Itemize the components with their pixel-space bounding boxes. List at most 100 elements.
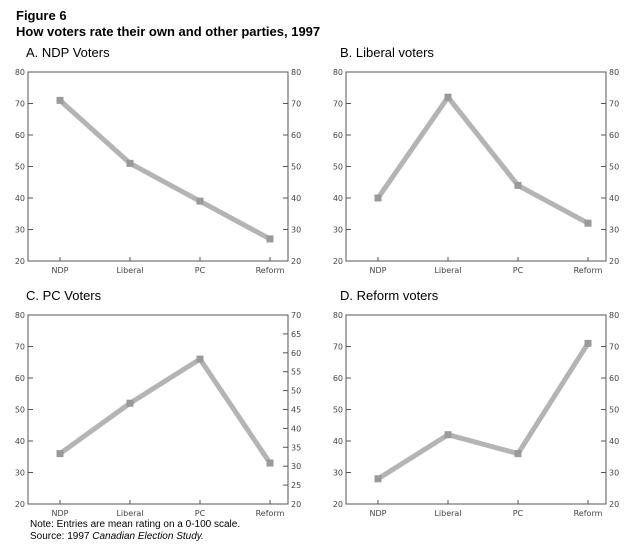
data-point <box>266 235 274 243</box>
series-line <box>375 340 591 482</box>
y-tick-label-left: 60 <box>15 131 25 140</box>
y-tick-label-left: 80 <box>15 68 25 77</box>
source-title: Canadian Election Study. <box>92 531 204 542</box>
y-tick-label-left: 20 <box>15 500 25 509</box>
x-tick-label: PC <box>513 266 524 275</box>
chart-pc-voters: 20 30 40 50 60 70 80 20 25 30 35 40 45 50 55 60 65 70 NDP L… <box>15 311 301 518</box>
data-point <box>56 450 64 458</box>
data-point <box>444 431 452 439</box>
y-tick-label-right: 50 <box>291 163 301 172</box>
y-tick-label-right: 25 <box>291 481 301 490</box>
x-tick-label: Liberal <box>116 266 143 275</box>
y-tick-label-right: 30 <box>291 226 301 235</box>
panel-c-title: C. PC Voters <box>26 288 102 303</box>
y-tick-label-left: 50 <box>15 406 25 415</box>
y-tick-label-right: 40 <box>291 424 301 433</box>
y-tick-label-left: 70 <box>15 343 25 352</box>
x-tick-label: NDP <box>370 266 387 275</box>
y-tick-label-left: 70 <box>333 100 343 109</box>
y-tick-label-left: 50 <box>333 163 343 172</box>
plot-frame <box>27 71 289 262</box>
y-tick-label-left: 40 <box>15 194 25 203</box>
source-prefix: Source: 1997 <box>30 531 93 542</box>
data-point <box>374 194 382 202</box>
y-tick-label-left: 80 <box>333 68 343 77</box>
x-tick-label: Reform <box>574 509 603 518</box>
y-tick-label-right: 50 <box>609 406 619 415</box>
chart-liberal-voters: 20 30 40 50 60 70 80 20 30 40 50 60 70 80 NDP Liberal PC… <box>333 68 619 275</box>
data-point <box>514 450 522 458</box>
y-tick-label-right: 60 <box>609 131 619 140</box>
x-tick-label: NDP <box>370 509 387 518</box>
x-tick-label: Reform <box>574 266 603 275</box>
figure-label: Figure 6 <box>16 8 67 23</box>
y-tick-label-right: 30 <box>291 462 301 471</box>
panel-d-title: D. Reform voters <box>340 288 439 303</box>
data-point <box>266 459 274 467</box>
x-tick-label: PC <box>513 509 524 518</box>
y-tick-label-right: 50 <box>609 163 619 172</box>
panel-a-title: A. NDP Voters <box>26 45 110 60</box>
y-tick-label-right: 70 <box>609 343 619 352</box>
y-tick-label-left: 20 <box>15 257 25 266</box>
y-tick-label-right: 70 <box>291 100 301 109</box>
y-tick-label-right: 80 <box>291 68 301 77</box>
data-point <box>196 197 204 205</box>
y-tick-label-right: 20 <box>609 257 619 266</box>
y-tick-label-right: 45 <box>291 406 301 415</box>
x-tick-label: PC <box>195 266 206 275</box>
y-tick-label-left: 70 <box>15 100 25 109</box>
series-line <box>57 356 273 466</box>
panel-b-title: B. Liberal voters <box>340 45 434 60</box>
x-tick-label: Liberal <box>434 266 461 275</box>
data-point <box>444 93 452 101</box>
y-tick-label-left: 30 <box>333 469 343 478</box>
x-tick-label: PC <box>195 509 206 518</box>
y-tick-label-left: 60 <box>333 374 343 383</box>
data-point <box>584 339 592 347</box>
y-tick-label-left: 50 <box>333 406 343 415</box>
data-point <box>126 159 134 167</box>
note-text: Note: Entries are mean rating on a 0-100… <box>30 519 241 530</box>
y-tick-label-right: 50 <box>291 387 301 396</box>
x-tick-label: Reform <box>256 509 285 518</box>
x-tick-label: NDP <box>52 509 69 518</box>
x-tick-label: Liberal <box>116 509 143 518</box>
y-tick-label-right: 40 <box>291 194 301 203</box>
y-tick-label-left: 30 <box>15 226 25 235</box>
data-point <box>56 96 64 104</box>
y-tick-label-right: 60 <box>291 131 301 140</box>
y-tick-label-right: 70 <box>291 311 301 320</box>
y-tick-label-right: 35 <box>291 443 301 452</box>
x-tick-label: Reform <box>256 266 285 275</box>
y-tick-label-left: 40 <box>333 194 343 203</box>
y-tick-label-left: 20 <box>333 257 343 266</box>
y-tick-label-left: 40 <box>333 437 343 446</box>
plot-frame <box>345 71 607 262</box>
y-tick-label-left: 80 <box>333 311 343 320</box>
chart-ndp-voters: 20 30 40 50 60 70 80 20 30 40 50 60 70 80 NDP Liberal PC… <box>15 68 301 275</box>
x-tick-label: NDP <box>52 266 69 275</box>
data-point <box>126 399 134 407</box>
y-tick-label-right: 60 <box>291 349 301 358</box>
y-tick-label-right: 60 <box>609 374 619 383</box>
y-tick-label-right: 80 <box>609 311 619 320</box>
y-tick-label-left: 40 <box>15 437 25 446</box>
y-tick-label-right: 40 <box>609 194 619 203</box>
y-tick-label-left: 50 <box>15 163 25 172</box>
y-tick-label-left: 60 <box>333 131 343 140</box>
y-tick-label-left: 60 <box>15 374 25 383</box>
series-line <box>375 94 591 226</box>
y-tick-label-right: 20 <box>609 500 619 509</box>
y-tick-label-right: 30 <box>609 469 619 478</box>
y-tick-label-left: 30 <box>333 226 343 235</box>
y-tick-label-left: 70 <box>333 343 343 352</box>
x-tick-label: Liberal <box>434 509 461 518</box>
y-tick-label-left: 30 <box>15 469 25 478</box>
chart-reform-voters: 20 30 40 50 60 70 80 20 30 40 50 60 70 80 NDP Liberal PC… <box>333 311 619 518</box>
y-tick-label-left: 20 <box>333 500 343 509</box>
y-tick-label-right: 20 <box>291 257 301 266</box>
source-line: Source: 1997 Canadian Election Study. <box>30 531 204 542</box>
data-point <box>374 475 382 483</box>
y-tick-label-right: 30 <box>609 226 619 235</box>
